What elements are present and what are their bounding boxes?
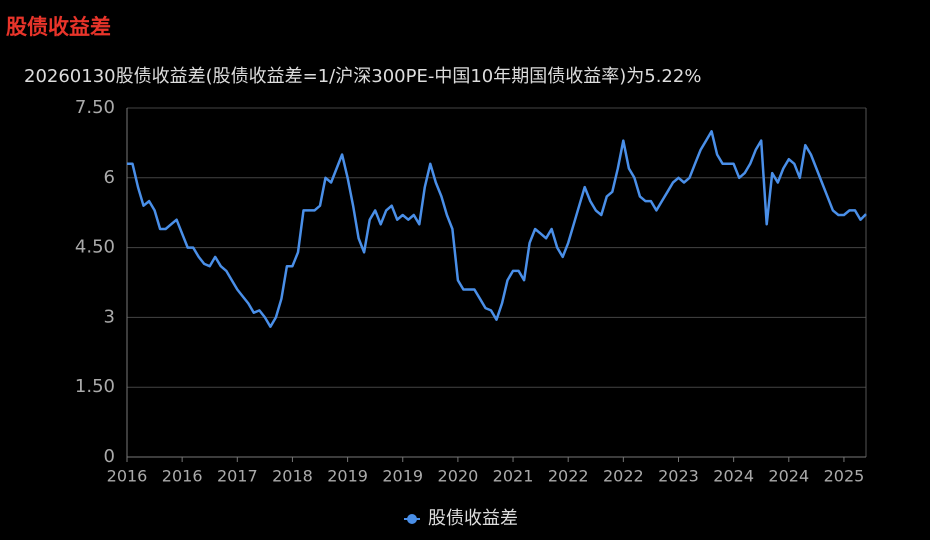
legend-marker (407, 514, 417, 524)
y-tick-label: 1.50 (75, 376, 115, 397)
x-tick-label: 2024 (768, 467, 809, 486)
x-tick-label: 2021 (493, 467, 534, 486)
y-tick-label: 4.50 (75, 237, 115, 258)
x-tick-label: 2019 (382, 467, 423, 486)
x-tick-label: 2025 (824, 467, 865, 486)
x-tick-label: 2022 (548, 467, 589, 486)
y-tick-label: 3 (104, 306, 115, 327)
chart-title: 股债收益差 (6, 15, 111, 39)
x-tick-label: 2018 (272, 467, 313, 486)
x-tick-label: 2016 (107, 467, 148, 486)
y-tick-label: 6 (104, 167, 115, 188)
y-tick-label: 0 (104, 446, 115, 467)
y-tick-label: 7.50 (75, 97, 115, 118)
x-tick-label: 2017 (217, 467, 258, 486)
x-tick-label: 2016 (162, 467, 203, 486)
x-tick-label: 2019 (327, 467, 368, 486)
x-tick-label: 2020 (438, 467, 479, 486)
x-tick-label: 2022 (603, 467, 644, 486)
x-tick-label: 2024 (713, 467, 754, 486)
x-tick-label: 2023 (658, 467, 699, 486)
legend-label: 股债收益差 (428, 508, 518, 529)
data-line (127, 130, 867, 328)
chart-subtitle: 20260130股债收益差(股债收益差=1/沪深300PE-中国10年期国债收益… (24, 66, 701, 87)
